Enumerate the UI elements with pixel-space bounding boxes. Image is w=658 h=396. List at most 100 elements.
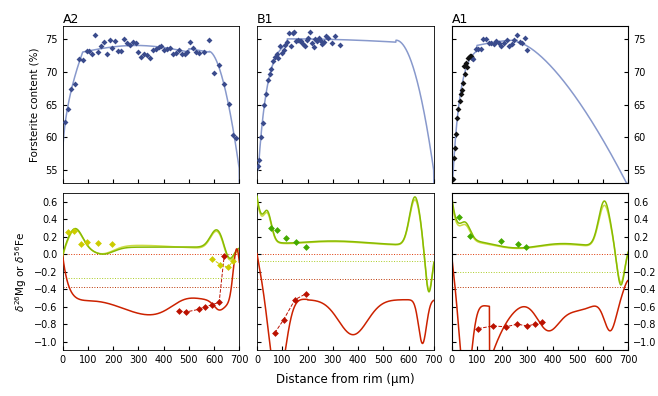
Point <box>207 255 217 262</box>
Point <box>296 38 307 44</box>
Point <box>315 38 326 44</box>
Point <box>199 49 209 55</box>
Point <box>179 51 190 57</box>
Point <box>84 48 95 55</box>
Point <box>335 42 345 49</box>
Point <box>494 40 504 46</box>
Text: Distance from rim (μm): Distance from rim (μm) <box>276 373 415 386</box>
Point <box>289 29 299 36</box>
Point <box>90 31 101 38</box>
Text: A1: A1 <box>451 13 468 26</box>
Point <box>110 38 120 44</box>
Point <box>174 308 184 314</box>
Point <box>257 120 268 126</box>
Point <box>322 35 333 42</box>
Point <box>454 97 465 104</box>
Point <box>113 48 124 54</box>
Point <box>270 330 280 336</box>
Point <box>512 321 522 327</box>
Point <box>501 324 511 330</box>
Point <box>271 51 282 57</box>
Point <box>451 131 461 137</box>
Point <box>481 36 492 42</box>
Point <box>136 54 147 60</box>
Point <box>303 35 314 41</box>
Point <box>459 63 469 69</box>
Point <box>298 41 309 48</box>
Point <box>286 42 296 49</box>
Point <box>522 46 532 53</box>
Point <box>228 258 238 264</box>
Point <box>200 303 211 310</box>
Point <box>81 239 91 245</box>
Point <box>68 228 79 234</box>
Point <box>63 105 73 112</box>
Point <box>78 57 88 63</box>
Point <box>309 44 319 50</box>
Point <box>491 38 501 44</box>
Point <box>133 48 143 55</box>
Point <box>215 261 226 268</box>
Point <box>76 240 87 247</box>
Point <box>278 317 289 323</box>
Point <box>294 38 305 44</box>
Point <box>116 48 126 55</box>
Point <box>326 40 337 46</box>
Point <box>182 49 193 55</box>
Point <box>476 46 486 52</box>
Point <box>122 40 132 46</box>
Text: A2: A2 <box>63 13 79 26</box>
Point <box>99 39 109 46</box>
Point <box>467 55 477 61</box>
Point <box>219 81 230 87</box>
Point <box>521 244 532 250</box>
Point <box>105 37 115 44</box>
Point <box>188 45 199 51</box>
Point <box>499 40 509 47</box>
Point <box>488 323 499 329</box>
Point <box>214 62 224 68</box>
Point <box>462 64 472 70</box>
Point <box>513 240 524 247</box>
Point <box>266 66 276 72</box>
Point <box>209 69 219 76</box>
Point <box>453 105 464 112</box>
Point <box>284 30 294 36</box>
Point <box>301 290 311 297</box>
Point <box>449 155 459 161</box>
Point <box>145 55 155 61</box>
Point <box>293 36 303 43</box>
Point <box>141 52 152 58</box>
Point <box>483 40 494 46</box>
Point <box>478 36 489 42</box>
Point <box>81 48 91 54</box>
Point <box>156 43 166 49</box>
Point <box>319 39 330 45</box>
Point <box>470 46 481 52</box>
Point <box>301 36 312 43</box>
Point <box>181 309 191 315</box>
Point <box>486 40 496 47</box>
Point <box>495 238 506 244</box>
Point <box>515 39 525 45</box>
Point <box>447 175 458 182</box>
Point <box>214 299 224 305</box>
Point <box>193 50 204 57</box>
Point <box>305 29 315 35</box>
Point <box>265 71 275 77</box>
Point <box>147 46 158 53</box>
Point <box>253 163 264 169</box>
Point <box>301 244 311 250</box>
Point <box>457 86 467 93</box>
Point <box>509 37 520 43</box>
Point <box>330 33 341 39</box>
Point <box>320 33 331 39</box>
Point <box>537 319 547 326</box>
Point <box>312 38 322 44</box>
Point <box>501 37 512 43</box>
Point <box>107 240 117 247</box>
Point <box>118 36 129 43</box>
Point <box>107 44 118 51</box>
Point <box>74 56 84 62</box>
Point <box>95 43 106 50</box>
